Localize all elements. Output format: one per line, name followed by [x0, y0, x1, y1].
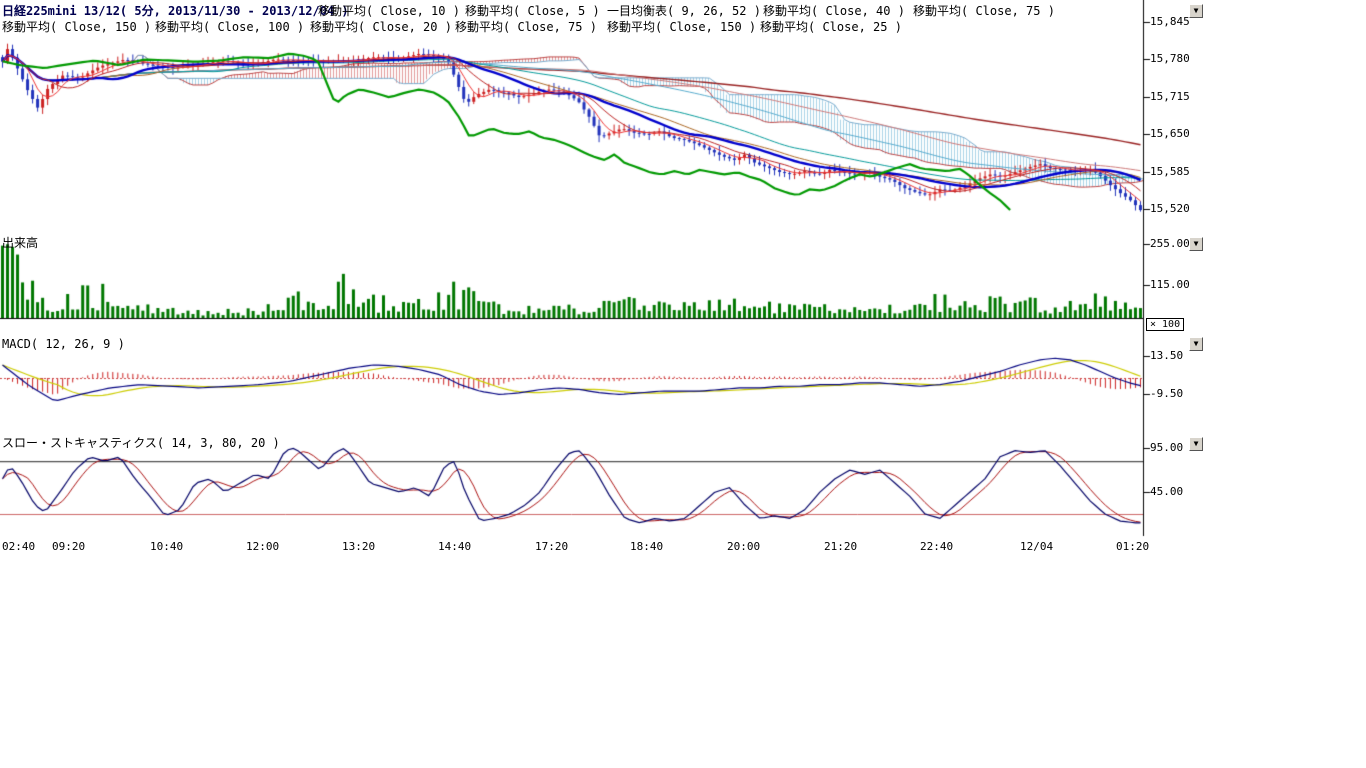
indicator-label-ma100: 移動平均( Close, 100 ) — [155, 20, 304, 34]
price-axis-label: 15,585 — [1150, 166, 1190, 178]
indicator-label-ma10: 移動平均( Close, 10 ) — [318, 4, 460, 18]
time-axis-label: 12:00 — [246, 541, 279, 553]
price-axis-label: 15,520 — [1150, 203, 1190, 215]
price-panel-dropdown-button[interactable]: ▼ — [1189, 4, 1203, 18]
time-axis-label: 10:40 — [150, 541, 183, 553]
time-axis-label: 09:20 — [52, 541, 85, 553]
macd-panel-title: MACD( 12, 26, 9 ) — [2, 337, 125, 351]
indicator-label-ma150-2: 移動平均( Close, 150 ) — [607, 20, 756, 34]
time-axis-label: 01:20 — [1116, 541, 1149, 553]
indicator-label-ma150: 移動平均( Close, 150 ) — [2, 20, 151, 34]
macd-axis-label: -9.50 — [1150, 388, 1183, 400]
time-axis-label: 18:40 — [630, 541, 663, 553]
time-axis-label: 17:20 — [535, 541, 568, 553]
stoch-axis-label: 95.00 — [1150, 442, 1183, 454]
dropdown-arrow-icon: ▼ — [1194, 339, 1199, 348]
indicator-label-ma20: 移動平均( Close, 20 ) — [310, 20, 452, 34]
volume-panel-title: 出来高 — [2, 236, 38, 250]
time-axis-label: 02:40 — [2, 541, 35, 553]
price-axis-label: 15,780 — [1150, 53, 1190, 65]
price-axis-label: 15,715 — [1150, 91, 1190, 103]
volume-panel-dropdown-button[interactable]: ▼ — [1189, 237, 1203, 251]
time-axis-label: 13:20 — [342, 541, 375, 553]
chart-canvas[interactable] — [0, 0, 1210, 545]
indicator-label-ma75-2: 移動平均( Close, 75 ) — [455, 20, 597, 34]
stoch-panel-title: スロー・ストキャスティクス( 14, 3, 80, 20 ) — [2, 436, 280, 450]
chart-application-window: { "header": { "row1": [ "日経225mini 13/12… — [0, 0, 1366, 768]
stoch-axis-label: 45.00 — [1150, 486, 1183, 498]
time-axis-label: 20:00 — [727, 541, 760, 553]
indicator-label-ma40: 移動平均( Close, 40 ) — [763, 4, 905, 18]
indicator-label-ma25: 移動平均( Close, 25 ) — [760, 20, 902, 34]
stoch-panel-dropdown-button[interactable]: ▼ — [1189, 437, 1203, 451]
price-axis-label: 15,650 — [1150, 128, 1190, 140]
indicator-label-ichimoku: 一目均衡表( 9, 26, 52 ) — [607, 4, 761, 18]
volume-axis-label: 115.00 — [1150, 279, 1190, 291]
indicator-label-ma5: 移動平均( Close, 5 ) — [465, 4, 600, 18]
dropdown-arrow-icon: ▼ — [1194, 239, 1199, 248]
macd-panel-dropdown-button[interactable]: ▼ — [1189, 337, 1203, 351]
time-axis-label: 14:40 — [438, 541, 471, 553]
volume-axis-label: 255.00 — [1150, 238, 1190, 250]
volume-unit-multiplier: × 100 — [1146, 318, 1184, 331]
macd-axis-label: 13.50 — [1150, 350, 1183, 362]
dropdown-arrow-icon: ▼ — [1194, 6, 1199, 15]
time-axis-label: 22:40 — [920, 541, 953, 553]
dropdown-arrow-icon: ▼ — [1194, 439, 1199, 448]
time-axis-label: 21:20 — [824, 541, 857, 553]
indicator-label-ma75: 移動平均( Close, 75 ) — [913, 4, 1055, 18]
chart-title: 日経225mini 13/12( 5分, 2013/11/30 - 2013/1… — [2, 4, 349, 18]
time-axis-label: 12/04 — [1020, 541, 1053, 553]
price-axis-label: 15,845 — [1150, 16, 1190, 28]
